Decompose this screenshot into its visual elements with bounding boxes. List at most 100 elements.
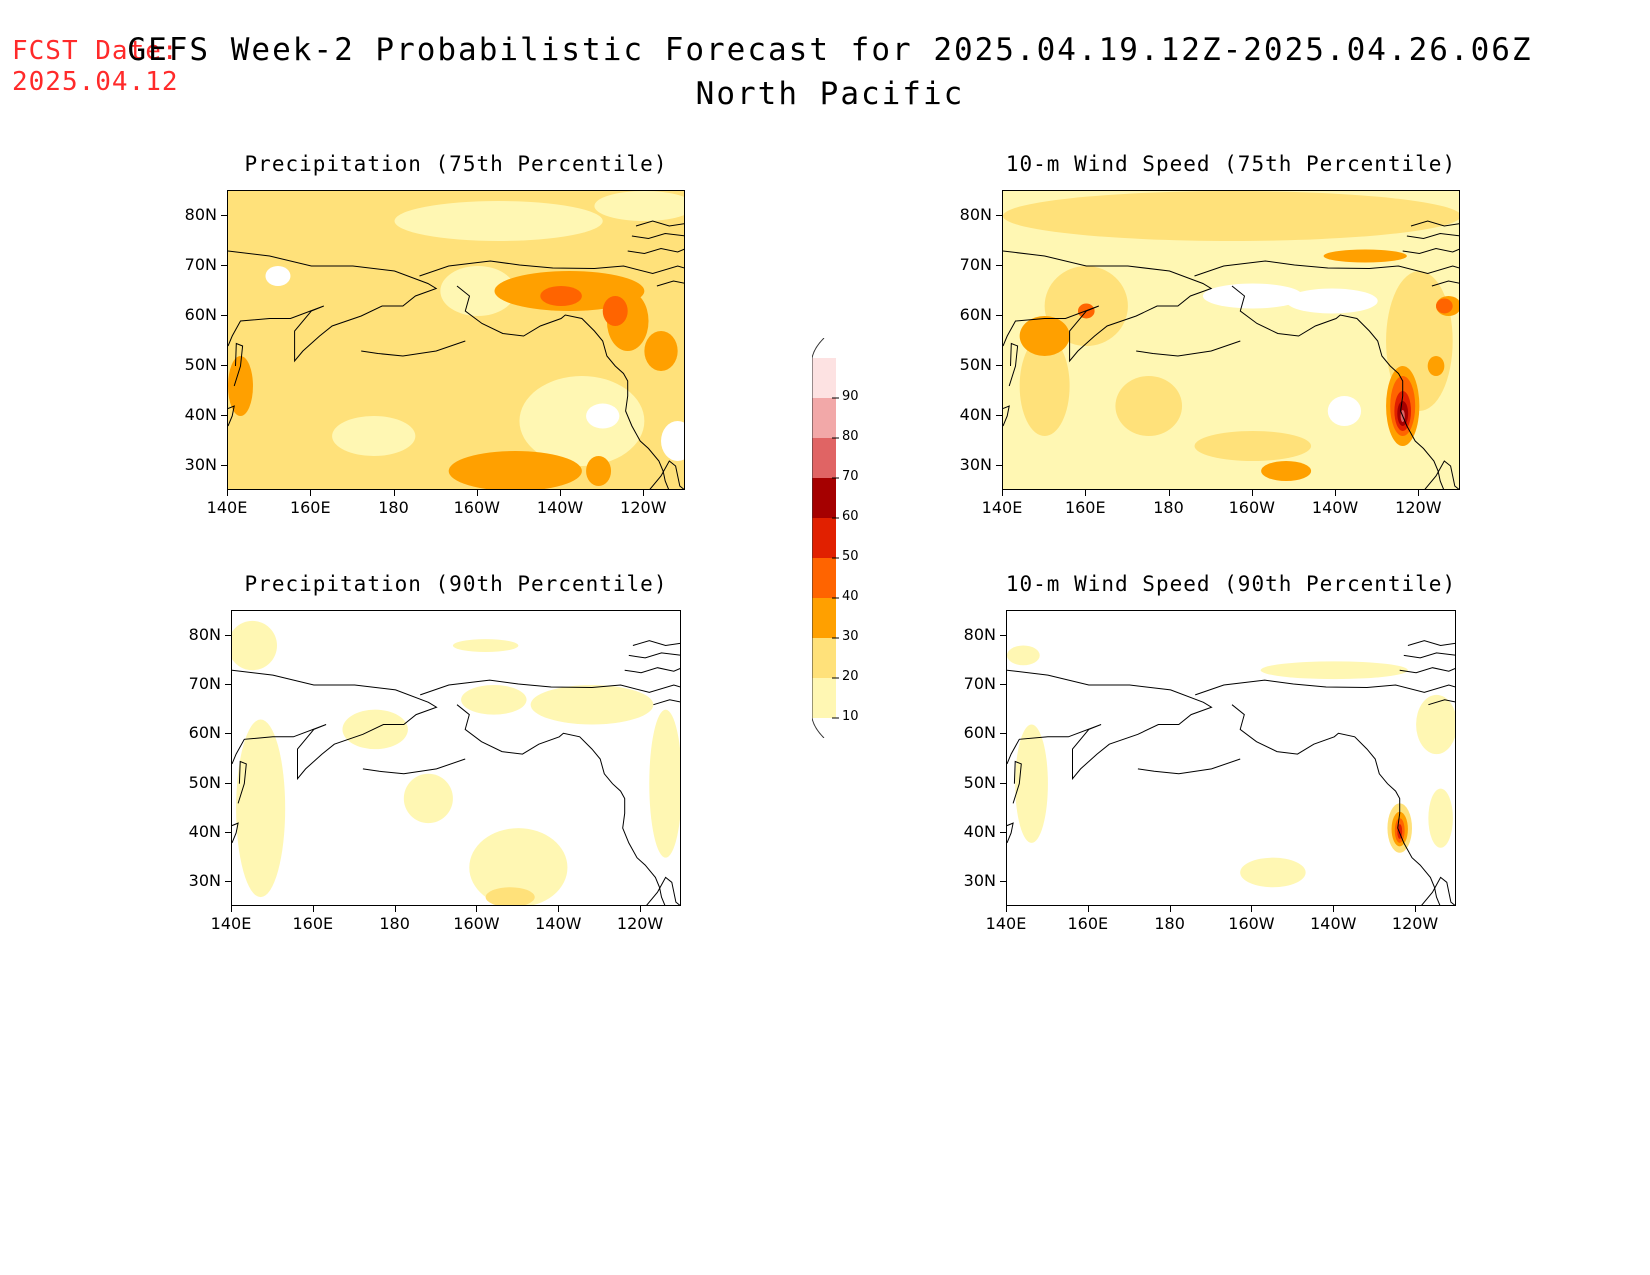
lon-label: 160W — [1228, 914, 1275, 933]
coastline-9 — [627, 247, 684, 255]
lat-label: 60N — [188, 723, 221, 743]
lon-label: 160E — [1064, 498, 1106, 517]
shaded-area-10 — [485, 887, 535, 905]
lat-label: 70N — [188, 674, 221, 693]
shaded-area-15 — [1327, 396, 1362, 426]
lat-tick — [996, 365, 1002, 366]
shaded-area-6 — [1194, 431, 1312, 461]
map-precip90 — [231, 610, 681, 906]
coastline-7 — [635, 220, 684, 227]
shaded-area-7 — [1019, 316, 1070, 356]
colorbar-label: 70 — [842, 469, 859, 484]
lon-tick — [231, 906, 232, 912]
shaded-area-4 — [440, 266, 516, 316]
lat-label: 30N — [959, 455, 992, 474]
lat-label: 30N — [963, 871, 996, 891]
coastline-7 — [1410, 220, 1459, 227]
lon-tick — [312, 906, 314, 912]
colorbar-label: 20 — [842, 669, 859, 684]
lat-tick — [225, 634, 231, 636]
lat-tick — [996, 265, 1002, 266]
lat-tick — [221, 365, 227, 366]
coastline-6 — [646, 876, 680, 905]
shaded-area-3 — [530, 685, 654, 725]
lat-tick — [221, 265, 227, 266]
coastline-10 — [656, 280, 684, 287]
shaded-area-0 — [1007, 611, 1455, 905]
lon-tick — [1006, 906, 1007, 912]
lon-label: 140E — [206, 498, 248, 517]
lon-tick — [1335, 490, 1337, 496]
map-field-wind75 — [1003, 191, 1459, 489]
forecast-date-label: FCST Date: 2025.04.12 — [12, 36, 179, 98]
lat-label: 50N — [963, 772, 996, 792]
lon-label: 120W — [620, 498, 667, 517]
coastline-7 — [1407, 640, 1455, 647]
lat-tick — [996, 415, 1002, 416]
colorbar-segment — [812, 358, 836, 398]
coastline-6 — [1424, 460, 1459, 489]
coastline-0 — [1003, 250, 1213, 363]
coastline-9 — [1402, 247, 1459, 255]
lon-label: 180 — [379, 914, 410, 933]
lat-tick — [221, 415, 227, 416]
lon-label: 160E — [289, 498, 331, 517]
shaded-area-13 — [586, 456, 612, 486]
lon-tick — [227, 490, 228, 496]
shaded-area-3 — [519, 376, 645, 466]
shaded-area-4 — [1240, 857, 1306, 888]
lat-label: 70N — [184, 255, 217, 274]
lon-tick — [476, 906, 478, 912]
shaded-area-9 — [342, 709, 408, 750]
panel-title-wind90: 10-m Wind Speed (90th Percentile) — [1005, 572, 1457, 596]
lat-tick — [1000, 634, 1006, 636]
colorbar-graphic — [811, 337, 839, 739]
lat-label: 60N — [959, 305, 992, 324]
lat-tick — [225, 881, 231, 883]
shaded-area-5 — [332, 416, 416, 456]
lat-tick — [1000, 684, 1006, 685]
shaded-area-6 — [469, 828, 568, 905]
shaded-area-6 — [586, 403, 620, 429]
coastline-10 — [653, 699, 680, 706]
colorbar-outline — [811, 337, 825, 739]
lon-label: 180 — [1154, 914, 1185, 933]
fcst-date-value: 2025.04.12 — [12, 67, 179, 97]
colorbar-segment — [812, 478, 836, 518]
colorbar-segment — [812, 518, 836, 558]
lat-tick — [221, 465, 227, 466]
lat-tick — [1000, 832, 1006, 833]
lat-tick — [996, 465, 1002, 466]
colorbar-segment — [812, 678, 836, 718]
lon-tick — [643, 490, 645, 496]
coastline-0 — [1007, 669, 1213, 781]
map-precip75 — [227, 190, 685, 490]
lon-label: 180 — [1153, 498, 1184, 517]
lon-tick — [476, 490, 478, 496]
lat-tick — [996, 215, 1002, 216]
shaded-area-2 — [452, 639, 519, 652]
lon-tick — [640, 906, 642, 912]
colorbar — [811, 337, 892, 739]
lon-tick — [1251, 906, 1253, 912]
lon-tick — [1333, 906, 1335, 912]
colorbar-segment — [812, 598, 836, 638]
colorbar-segment — [812, 398, 836, 438]
lon-label: 140W — [1311, 498, 1359, 517]
coastline-0 — [228, 250, 438, 363]
lon-label: 120W — [1395, 498, 1442, 517]
lat-label: 50N — [184, 355, 217, 374]
shaded-area-3 — [1260, 661, 1408, 680]
coastline-4 — [233, 342, 244, 387]
shaded-area-11 — [644, 331, 678, 371]
coastline-8 — [1406, 232, 1459, 240]
lat-label: 30N — [184, 455, 217, 474]
fcst-date-caption: FCST Date: — [12, 36, 179, 66]
shaded-area-8 — [661, 421, 684, 461]
lon-tick — [1415, 906, 1417, 912]
lat-tick — [225, 832, 231, 833]
shaded-area-21 — [1436, 298, 1453, 314]
region-title: North Pacific — [695, 76, 965, 112]
lon-label: 160W — [453, 498, 500, 517]
coastline-8 — [1403, 652, 1455, 659]
